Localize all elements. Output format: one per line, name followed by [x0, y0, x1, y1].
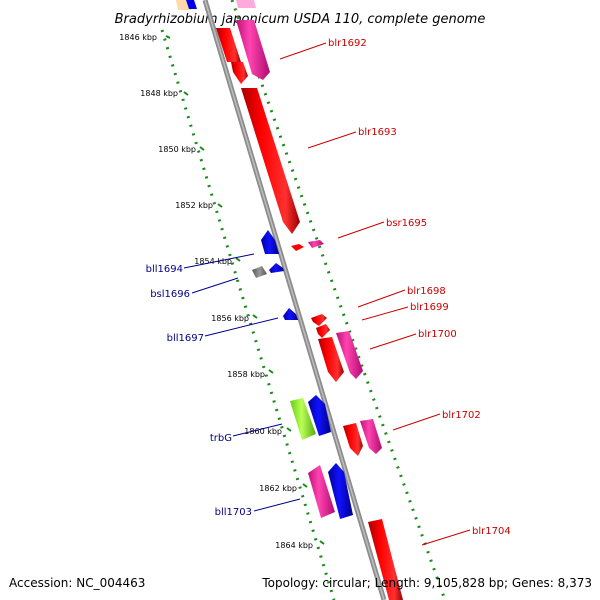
partial-gene-pink-top [236, 0, 256, 8]
scale-label: 1860 kbp [244, 427, 282, 436]
label-bll1703[interactable]: bll1703 [215, 507, 252, 518]
gene-blr1692-red-a [216, 28, 241, 62]
gene-pseudo-grey [252, 266, 267, 278]
inner-track-ticks [160, 29, 336, 600]
gene-bll1703 [328, 463, 353, 519]
map-tracks [160, 0, 447, 600]
leader-blr1704 [421, 529, 471, 546]
label-blr1699[interactable]: blr1699 [410, 302, 449, 313]
label-blr1700[interactable]: blr1700 [418, 329, 457, 340]
scale-tick [319, 540, 325, 545]
scale-tick [217, 203, 223, 208]
scale-tick [268, 369, 274, 374]
gene-bll1703-pink [308, 465, 335, 518]
scale-label: 1856 kbp [211, 314, 249, 323]
label-bsr1695[interactable]: bsr1695 [386, 218, 427, 229]
map-title: Bradyrhizobium japonicum USDA 110, compl… [115, 12, 486, 27]
label-bll1694[interactable]: bll1694 [146, 264, 183, 275]
leader-bsl1696 [191, 277, 239, 294]
scale-label: 1858 kbp [227, 370, 265, 379]
leader-bll1703 [253, 498, 301, 512]
leader-bll1694 [183, 253, 255, 269]
gene-leaders [183, 42, 471, 546]
leader-trbG [232, 423, 283, 437]
scale-tick [252, 314, 258, 319]
gene-blr1693 [241, 88, 300, 234]
leader-blr1692 [279, 42, 327, 60]
gene-bll1694 [261, 230, 279, 254]
scale-tick [302, 483, 308, 488]
scale-tick [199, 146, 205, 151]
gene-blr1702-red [343, 423, 363, 456]
scale: 1846 kbp 1848 kbp 1850 kbp 1852 kbp 1854… [119, 33, 325, 550]
leader-blr1699 [361, 306, 409, 321]
scale-label: 1862 kbp [259, 484, 297, 493]
gene-blr1692-red-b [231, 62, 248, 84]
label-bll1697[interactable]: bll1697 [167, 333, 204, 344]
leader-blr1693 [307, 131, 357, 149]
scale-tick [183, 91, 189, 96]
gene-blr1702-pink [360, 419, 382, 454]
gene-features [176, 0, 403, 600]
label-bsl1696[interactable]: bsl1696 [150, 289, 190, 300]
gene-trbG [308, 395, 331, 436]
gene-bsr1695-pink [308, 240, 324, 248]
scale-label: 1864 kbp [275, 541, 313, 550]
gene-bsr1695-red [291, 244, 304, 251]
scale-tick [286, 427, 292, 432]
gene-blr1704 [368, 519, 403, 600]
label-blr1692[interactable]: blr1692 [328, 38, 367, 49]
leader-bll1697 [204, 317, 279, 337]
accession-text: Accession: NC_004463 [9, 576, 145, 590]
scale-label: 1854 kbp [194, 257, 232, 266]
label-blr1704[interactable]: blr1704 [472, 526, 511, 537]
scale-tick [235, 257, 241, 262]
label-trbG[interactable]: trbG [210, 433, 232, 444]
gene-blr1700-pink [336, 331, 363, 379]
label-blr1702[interactable]: blr1702 [442, 410, 481, 421]
genome-summary-text: Topology: circular; Length: 9,105,828 bp… [261, 576, 592, 590]
gene-blr1700-red [318, 337, 344, 382]
label-blr1698[interactable]: blr1698 [407, 286, 446, 297]
leader-blr1698 [357, 289, 406, 308]
label-blr1693[interactable]: blr1693 [358, 127, 397, 138]
gene-bsl1696 [269, 263, 284, 273]
genome-backbone-highlight [204, 0, 385, 600]
gene-labels: blr1692 blr1693 bll1694 bsr1695 bsl1696 … [146, 38, 511, 537]
scale-tick [165, 35, 171, 39]
gene-blr1698 [311, 314, 327, 326]
leader-bsr1695 [337, 221, 385, 239]
leader-blr1700 [369, 333, 417, 350]
gene-rna-green [290, 398, 316, 440]
gene-bll1697 [283, 308, 298, 320]
scale-label: 1848 kbp [140, 89, 178, 98]
scale-label: 1852 kbp [175, 201, 213, 210]
scale-label: 1850 kbp [158, 145, 196, 154]
gene-blr1699 [316, 324, 330, 338]
leader-blr1702 [392, 413, 441, 431]
partial-gene-blue [186, 0, 197, 9]
gene-blr1692-pink [236, 20, 270, 80]
scale-label: 1846 kbp [119, 33, 157, 42]
